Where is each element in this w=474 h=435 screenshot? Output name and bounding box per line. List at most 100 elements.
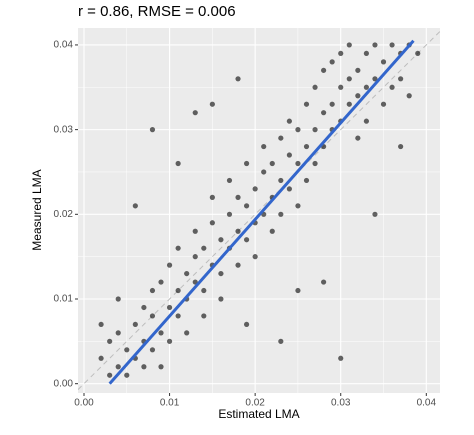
point	[346, 101, 352, 107]
x-axis-label: Estimated LMA	[218, 407, 299, 421]
point	[278, 338, 284, 344]
point	[235, 76, 241, 82]
point	[321, 110, 327, 116]
point	[235, 194, 241, 200]
point	[243, 203, 250, 209]
fit-line	[108, 39, 415, 385]
point	[115, 296, 121, 302]
point	[243, 237, 250, 243]
point	[295, 160, 301, 167]
point	[278, 135, 284, 141]
point	[303, 143, 310, 150]
point	[363, 118, 370, 124]
point	[226, 211, 233, 217]
point	[141, 304, 147, 311]
point	[158, 330, 164, 336]
point	[312, 160, 318, 167]
point	[295, 127, 301, 133]
point	[166, 262, 173, 268]
point	[175, 313, 181, 319]
y-tick-label: 0.00	[54, 378, 74, 389]
point	[141, 364, 147, 370]
point	[338, 355, 344, 361]
point	[235, 262, 241, 268]
point	[338, 84, 344, 90]
point	[201, 245, 207, 251]
point	[372, 211, 378, 217]
point	[355, 135, 361, 141]
x-tick-label: 0.01	[160, 398, 180, 409]
point	[261, 143, 267, 150]
point	[363, 50, 370, 57]
point	[372, 76, 378, 82]
chart-title: r = 0.86, RMSE = 0.006	[78, 3, 236, 20]
point	[149, 287, 156, 294]
point	[398, 76, 404, 82]
point	[201, 313, 207, 319]
point	[98, 355, 104, 361]
point	[252, 186, 258, 192]
point	[209, 194, 215, 200]
reference-line	[78, 31, 440, 390]
x-tick-label: 0.00	[74, 398, 94, 409]
point	[363, 84, 370, 90]
point	[303, 101, 310, 107]
point	[389, 42, 395, 48]
point	[175, 160, 181, 167]
point	[124, 372, 130, 378]
point	[158, 364, 164, 370]
point	[218, 237, 224, 243]
point	[415, 50, 421, 57]
point	[286, 186, 292, 192]
plot-layer	[78, 31, 440, 390]
point	[149, 347, 156, 353]
point	[278, 177, 284, 184]
y-tick-label: 0.03	[54, 124, 74, 135]
point	[132, 203, 138, 209]
x-tick-label: 0.03	[331, 398, 351, 409]
point	[312, 127, 318, 133]
point	[124, 347, 130, 353]
point	[355, 67, 361, 73]
point	[226, 177, 233, 184]
point	[269, 160, 275, 167]
point	[286, 118, 292, 124]
point	[115, 330, 121, 336]
point	[192, 110, 198, 116]
point	[209, 220, 215, 226]
point	[380, 101, 387, 107]
point	[252, 254, 258, 260]
point	[269, 228, 275, 234]
point	[329, 101, 335, 107]
y-axis-label: Measured LMA	[30, 169, 44, 250]
point	[192, 254, 198, 260]
point	[107, 338, 113, 344]
point	[346, 76, 352, 82]
point	[209, 101, 215, 107]
point	[235, 228, 241, 234]
point	[243, 321, 250, 328]
point	[184, 330, 190, 336]
y-tick-label: 0.01	[54, 294, 74, 305]
point	[175, 287, 181, 294]
point	[338, 50, 344, 57]
point	[149, 313, 156, 319]
point	[321, 279, 327, 285]
point	[398, 143, 404, 150]
point	[166, 338, 173, 344]
point	[201, 287, 207, 294]
point	[175, 245, 181, 251]
x-tick-label: 0.04	[417, 398, 437, 409]
point	[218, 296, 224, 302]
point	[355, 93, 361, 99]
point	[372, 42, 378, 48]
point	[286, 152, 292, 158]
y-tick-label: 0.02	[54, 209, 74, 220]
point	[149, 127, 156, 133]
point	[115, 364, 121, 370]
point	[389, 84, 395, 90]
point	[278, 211, 284, 217]
point	[329, 59, 335, 65]
point	[380, 59, 387, 65]
point	[346, 42, 352, 48]
